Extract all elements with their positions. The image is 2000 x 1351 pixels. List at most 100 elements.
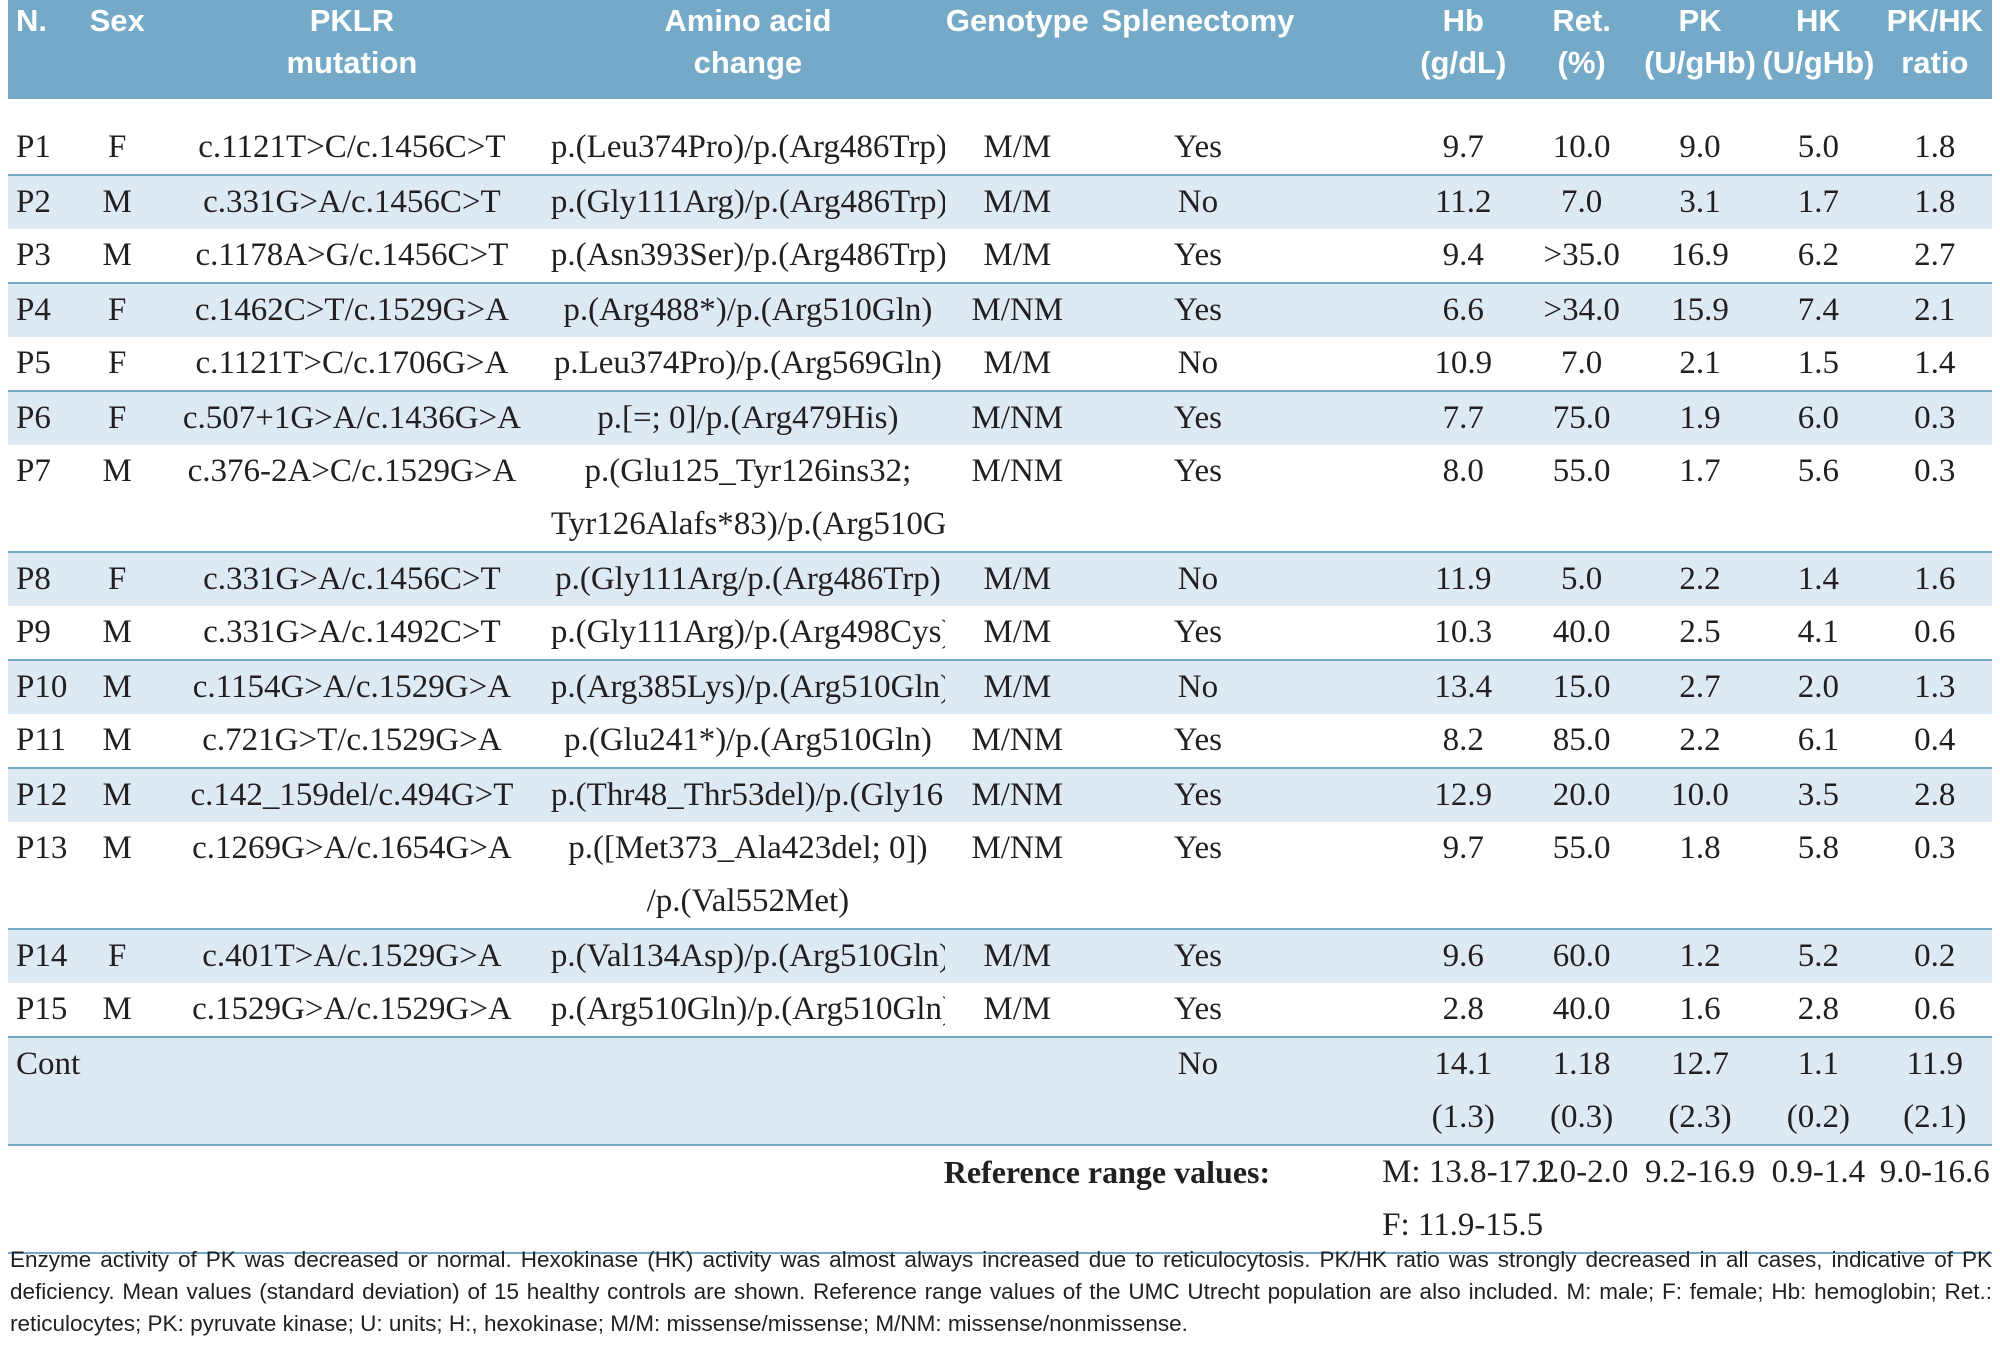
- spacer-cell: [1306, 552, 1405, 606]
- controls-cell-sex: [81, 1037, 153, 1146]
- controls-cell-n: Contr.: [8, 1037, 82, 1146]
- controls-cell-splen: No: [1089, 1037, 1307, 1146]
- cell-hk: 7.4: [1759, 283, 1878, 337]
- cell-mutation: c.1121T>C/c.1706G>A: [152, 337, 551, 392]
- cell-ret: 7.0: [1522, 175, 1641, 229]
- cell-hb: 2.8: [1404, 983, 1523, 1038]
- cell-sex: F: [81, 121, 153, 176]
- header-mutation: PKLR mutation: [152, 0, 551, 99]
- cell-mutation: c.1154G>A/c.1529G>A: [152, 660, 551, 714]
- cell-hb: 9.7: [1404, 121, 1523, 176]
- controls-mean: 11.9: [1906, 1046, 1964, 1082]
- cell-mutation: c.331G>A/c.1456C>T: [152, 552, 551, 606]
- cell-pk: 9.0: [1640, 121, 1760, 176]
- cell-ratio: 0.3: [1877, 391, 1992, 445]
- cell-aa: p.(Arg488*)/p.(Arg510Gln): [550, 283, 945, 337]
- cell-n: P5: [8, 337, 82, 392]
- controls-cell-hk: 1.1 (0.2): [1759, 1037, 1878, 1146]
- cell-splen: Yes: [1089, 121, 1307, 176]
- controls-cell-gap: [1306, 1037, 1405, 1146]
- cell-pk: 1.9: [1640, 391, 1760, 445]
- amino-acid-line: p.(Glu125_Tyr126ins32;: [584, 453, 912, 489]
- controls-mean: 12.7: [1671, 1046, 1729, 1082]
- spacer-cell: [1306, 983, 1405, 1038]
- cell-genotype: M/NM: [944, 822, 1090, 930]
- header-spacer: [1306, 0, 1405, 99]
- cell-ratio: 1.8: [1877, 175, 1992, 229]
- cell-ratio: 0.2: [1877, 929, 1992, 983]
- cell-pk: 1.7: [1640, 445, 1760, 553]
- cell-n: P15: [8, 983, 82, 1038]
- cell-mutation: c.1121T>C/c.1456C>T: [152, 121, 551, 176]
- cell-mutation: c.331G>A/c.1456C>T: [152, 175, 551, 229]
- header-ret: Ret. (%): [1522, 0, 1641, 99]
- amino-acid-line: p.(Asn393Ser)/p.(Arg486Trp): [550, 237, 945, 273]
- cell-n: P12: [8, 768, 82, 822]
- reference-ratio: 9.0-16.6: [1877, 1145, 1992, 1254]
- cell-ratio: 1.8: [1877, 121, 1992, 176]
- controls-row: Contr. No 14.1 (1.3) 1.18 (0.3) 12.7 (2.3) 1.1 (0…: [8, 1037, 1992, 1146]
- reference-pk: 9.2-16.9: [1640, 1145, 1760, 1254]
- cell-hb: 10.3: [1404, 606, 1523, 661]
- reference-ret: 1.0-2.0: [1522, 1145, 1641, 1254]
- cell-hb: 8.0: [1404, 445, 1523, 553]
- amino-acid-line: p.(Glu241*)/p.(Arg510Gln): [563, 722, 932, 758]
- cell-n: P1: [8, 121, 82, 176]
- amino-acid-line: p.(Thr48_Thr53del)/p.(Gly165Val): [550, 777, 945, 813]
- cell-n: P9: [8, 606, 82, 661]
- cell-sex: M: [81, 983, 153, 1038]
- cell-hb: 9.6: [1404, 929, 1523, 983]
- spacer-cell: [1306, 175, 1405, 229]
- cell-aa: p.([Met373_Ala423del; 0]) /p.(Val552Met): [550, 822, 945, 930]
- cell-mutation: c.142_159del/c.494G>T: [152, 768, 551, 822]
- cell-hb: 9.7: [1404, 822, 1523, 930]
- cell-ret: 40.0: [1522, 983, 1641, 1038]
- controls-cell-ret: 1.18 (0.3): [1522, 1037, 1641, 1146]
- spacer-cell: [1306, 768, 1405, 822]
- cell-genotype: M/M: [944, 337, 1090, 392]
- cell-aa: p.(Leu374Pro)/p.(Arg486Trp): [550, 121, 945, 176]
- controls-mean: 14.1: [1434, 1046, 1493, 1082]
- header-amino-acid: Amino acid change: [550, 0, 945, 99]
- table-footnote: Enzyme activity of PK was decreased or n…: [10, 1247, 1992, 1336]
- cell-ret: 15.0: [1522, 660, 1641, 714]
- cell-hb: 7.7: [1404, 391, 1523, 445]
- cell-mutation: c.331G>A/c.1492C>T: [152, 606, 551, 661]
- amino-acid-line: p.Leu374Pro)/p.(Arg569Gln): [553, 345, 942, 381]
- controls-sd: (0.3): [1550, 1099, 1614, 1135]
- spacer-cell: [1306, 283, 1405, 337]
- cell-ratio: 0.6: [1877, 606, 1992, 661]
- cell-hk: 5.2: [1759, 929, 1878, 983]
- cell-hk: 5.6: [1759, 445, 1878, 553]
- cell-n: P8: [8, 552, 82, 606]
- cell-n: P4: [8, 283, 82, 337]
- cell-sex: M: [81, 822, 153, 930]
- cell-sex: M: [81, 660, 153, 714]
- cell-aa: p.[=; 0]/p.(Arg479His): [550, 391, 945, 445]
- amino-acid-line: p.(Gly111Arg)/p.(Arg498Cys): [550, 614, 945, 650]
- cell-splen: Yes: [1089, 768, 1307, 822]
- controls-cell-pk: 12.7 (2.3): [1640, 1037, 1760, 1146]
- cell-aa: p.(Glu125_Tyr126ins32; Tyr126Alafs*83)/p.…: [550, 445, 945, 553]
- spacer-cell: [1306, 445, 1405, 553]
- header-hk: HK (U/gHb): [1759, 0, 1878, 99]
- cell-aa: p.(Gly111Arg)/p.(Arg486Trp): [550, 175, 945, 229]
- cell-n: P10: [8, 660, 82, 714]
- cell-mutation: c.1269G>A/c.1654G>A: [152, 822, 551, 930]
- cell-hk: 6.1: [1759, 714, 1878, 769]
- cell-pk: 1.8: [1640, 822, 1760, 930]
- patients-table: N. Sex PKLR mutation Amino acid change Gen…: [8, 0, 1992, 1254]
- cell-splen: No: [1089, 337, 1307, 392]
- cell-ret: 75.0: [1522, 391, 1641, 445]
- cell-hk: 4.1: [1759, 606, 1878, 661]
- spacer-cell: [1306, 1145, 1405, 1254]
- cell-ratio: 0.3: [1877, 822, 1992, 930]
- cell-hk: 1.5: [1759, 337, 1878, 392]
- header-hb: Hb (g/dL): [1404, 0, 1523, 99]
- cell-mutation: c.1529G>A/c.1529G>A: [152, 983, 551, 1038]
- cell-sex: M: [81, 606, 153, 661]
- cell-hb: 12.9: [1404, 768, 1523, 822]
